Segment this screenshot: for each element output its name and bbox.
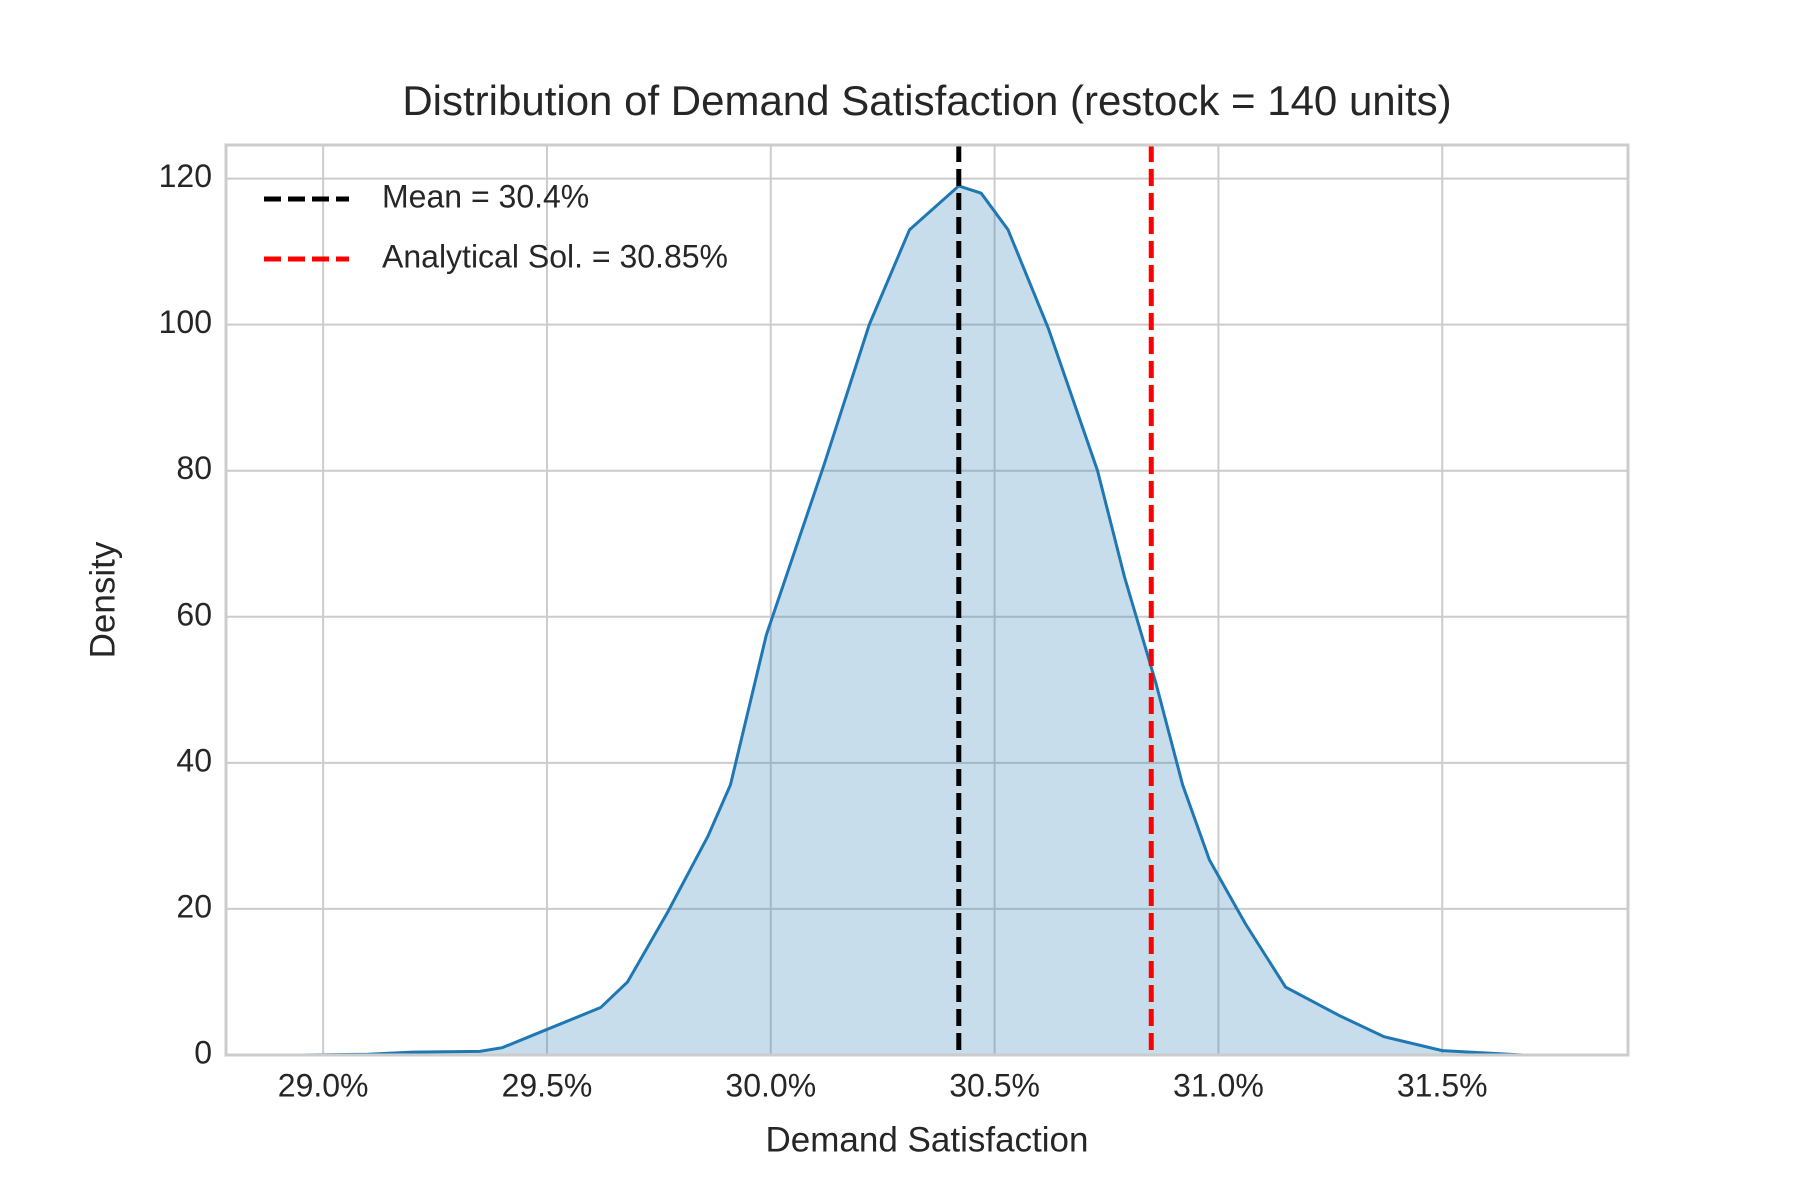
y-tick-label: 0 — [194, 1034, 212, 1070]
x-tick-label: 31.0% — [1173, 1067, 1264, 1103]
x-axis-label: Demand Satisfaction — [766, 1120, 1089, 1159]
plot-frame — [224, 143, 1630, 1057]
density-line — [300, 184, 1523, 1057]
y-tick-label: 120 — [159, 158, 212, 194]
y-tick-label: 20 — [176, 888, 212, 924]
x-tick-label: 29.0% — [278, 1067, 369, 1103]
area-fill — [300, 185, 1523, 1056]
y-tick-label: 100 — [159, 304, 212, 340]
legend-label: Analytical Sol. = 30.85% — [382, 238, 728, 274]
chart-title: Distribution of Demand Satisfaction (res… — [402, 77, 1451, 124]
y-tick-label: 60 — [176, 596, 212, 632]
x-tick-label: 30.0% — [725, 1067, 816, 1103]
y-tick-label: 40 — [176, 742, 212, 778]
legend-label: Mean = 30.4% — [382, 178, 589, 214]
x-tick-label: 29.5% — [502, 1067, 593, 1103]
y-axis-label: Density — [83, 541, 122, 658]
x-tick-label: 30.5% — [949, 1067, 1040, 1103]
x-tick-label: 31.5% — [1397, 1067, 1488, 1103]
y-tick-label: 80 — [176, 450, 212, 486]
